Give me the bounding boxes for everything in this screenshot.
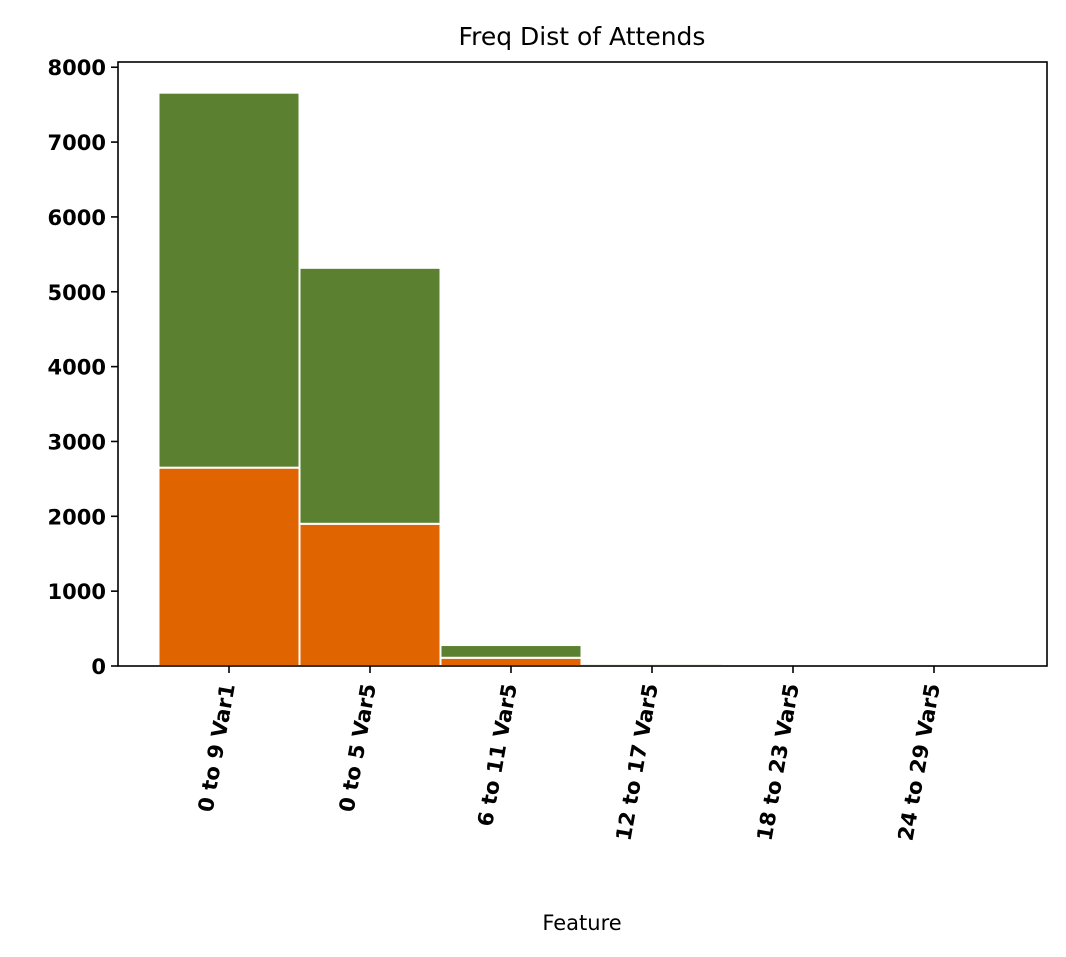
- x-axis-label: Feature: [542, 911, 621, 935]
- x-tick-label: 24 to 29 Var5: [894, 682, 945, 843]
- y-tick-label: 0: [91, 655, 106, 679]
- y-tick-label: 6000: [48, 206, 106, 230]
- plot-frame: [117, 61, 1048, 667]
- x-tick-label: 18 to 23 Var5: [753, 682, 804, 843]
- x-tick-label: 0 to 5 Var5: [335, 682, 381, 814]
- y-tick-label: 7000: [48, 131, 106, 155]
- x-tick-label: 0 to 9 Var1: [194, 682, 240, 814]
- y-axis: 0 1000 2000 3000 4000 5000 6000 7000 8000: [48, 56, 118, 679]
- bar-upper-0: [157, 91, 301, 469]
- x-axis: 0 to 9 Var1 0 to 5 Var5 6 to 11 Var5 12 to …: [194, 666, 945, 843]
- x-tick-label: 6 to 11 Var5: [473, 682, 522, 828]
- y-tick-label: 8000: [48, 56, 106, 80]
- y-tick-label: 3000: [48, 430, 106, 454]
- bar-lower-2: [439, 656, 583, 667]
- chart-title: Freq Dist of Attends: [459, 22, 706, 51]
- bar-upper-2: [439, 644, 583, 659]
- y-tick-label: 2000: [48, 505, 106, 529]
- x-tick-label: 12 to 17 Var5: [612, 682, 663, 843]
- bars-group: [157, 91, 865, 668]
- bar-upper-3: [580, 662, 724, 667]
- bar-upper-1: [298, 266, 442, 525]
- y-tick-label: 1000: [48, 580, 106, 604]
- bar-lower-1: [298, 522, 442, 668]
- bar-lower-0: [157, 466, 301, 667]
- y-tick-label: 5000: [48, 281, 106, 305]
- y-tick-label: 4000: [48, 356, 106, 380]
